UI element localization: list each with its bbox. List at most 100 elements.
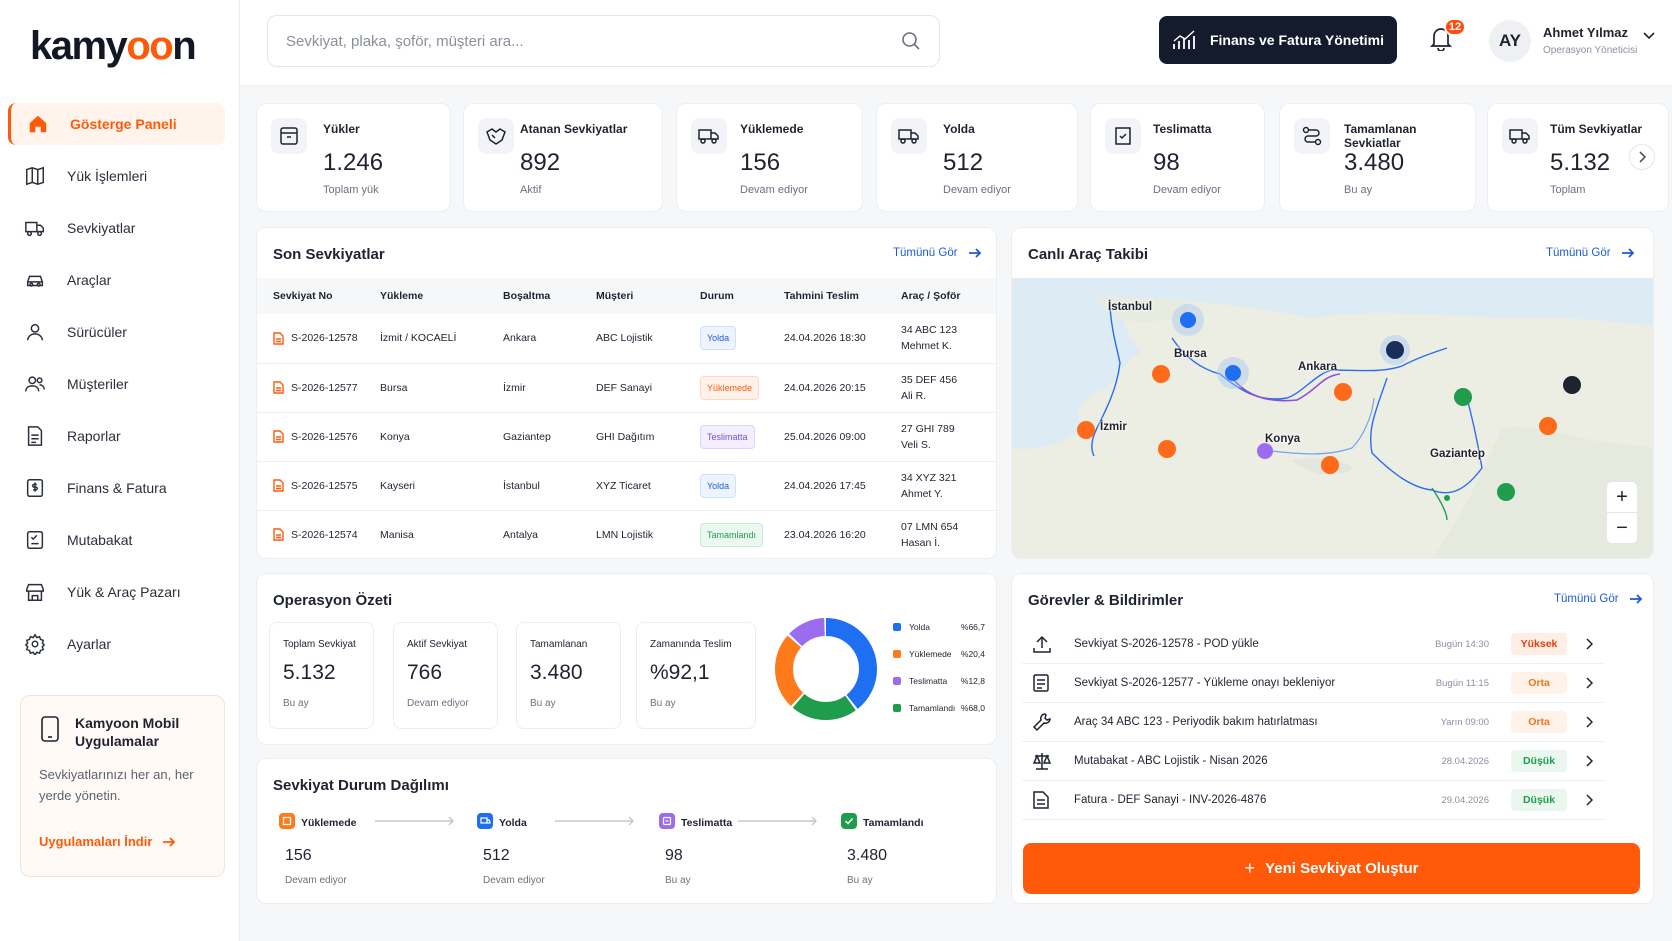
sidebar-item-reports[interactable]: Raporlar bbox=[8, 415, 225, 457]
driver-name: Ali R. bbox=[901, 389, 927, 402]
legend-item: Teslimatta %12,8 bbox=[893, 676, 985, 686]
eta-cell: 24.04.2026 17:45 bbox=[768, 461, 885, 511]
sidebar-item-drivers[interactable]: Sürücüler bbox=[8, 311, 225, 353]
tasks-title: Görevler & Bildirimler bbox=[1028, 592, 1184, 609]
stat-card-loads[interactable]: Yükler 1.246 Toplam yük bbox=[256, 103, 451, 212]
vehicle-plate: 07 LMN 654 bbox=[901, 520, 959, 533]
arrow-right-icon bbox=[968, 248, 981, 258]
sidebar-item-label: Finans & Fatura bbox=[67, 480, 167, 496]
chevron-right-icon bbox=[1639, 151, 1646, 163]
plus-icon: + bbox=[1244, 858, 1256, 878]
flow-arrow-icon bbox=[738, 816, 817, 826]
city-label: Konya bbox=[1265, 433, 1301, 445]
donut-segment-yolda bbox=[775, 618, 877, 720]
ops-card-active: Aktif Sevkiyat 766 Devam ediyor bbox=[393, 622, 498, 729]
shipment-no[interactable]: S-2026-12578 bbox=[291, 332, 358, 345]
table-row[interactable]: S-2026-12576 Konya Gaziantep GHI Dağıtım… bbox=[257, 412, 996, 462]
table-row[interactable]: S-2026-12575 Kayseri İstanbul XYZ Ticare… bbox=[257, 461, 996, 511]
recent-shipments-card: Son Sevkiyatlar Tümünü Gör Sevkiyat No Y… bbox=[256, 227, 997, 559]
home-icon bbox=[29, 115, 47, 133]
priority-badge: Düşük bbox=[1511, 789, 1567, 811]
search-box[interactable] bbox=[267, 15, 940, 67]
map-canvas[interactable] bbox=[1012, 278, 1654, 559]
view-all-tasks-link[interactable]: Tümünü Gör bbox=[1554, 593, 1643, 605]
sidebar-item-vehicles[interactable]: Araçlar bbox=[8, 259, 225, 301]
sidebar-item-finance[interactable]: Finans & Fatura bbox=[8, 467, 225, 509]
download-apps-link[interactable]: Uygulamaları İndir bbox=[39, 834, 176, 849]
status-badge: Teslimatta bbox=[700, 424, 755, 449]
unloading-cell: Gaziantep bbox=[487, 412, 580, 462]
view-all-shipments-link[interactable]: Tümünü Gör bbox=[893, 247, 982, 259]
sidebar-item-dashboard[interactable]: Gösterge Paneli bbox=[8, 103, 225, 145]
chevron-down-icon[interactable] bbox=[1643, 32, 1655, 40]
smartphone-icon bbox=[41, 716, 59, 742]
zoom-out-button[interactable]: − bbox=[1606, 512, 1638, 544]
user-name: Ahmet Yılmaz bbox=[1543, 25, 1629, 40]
zoom-in-button[interactable]: + bbox=[1606, 481, 1638, 513]
stat-card-on-road[interactable]: Yolda 512 Devam ediyor bbox=[876, 103, 1078, 212]
sidebar-item-reconciliation[interactable]: Mutabakat bbox=[8, 519, 225, 561]
reconcile-icon bbox=[26, 531, 44, 549]
sidebar-item-label: Gösterge Paneli bbox=[70, 116, 177, 132]
task-item[interactable]: Araç 34 ABC 123 - Periyodik bakım hatırl… bbox=[1022, 703, 1605, 742]
city-label: Gaziantep bbox=[1430, 448, 1485, 460]
stat-card-loading[interactable]: Yüklemede 156 Devam ediyor bbox=[676, 103, 863, 212]
sidebar-item-load-operations[interactable]: Yük İşlemleri bbox=[8, 155, 225, 197]
kamyoon-logo[interactable]: kamyoon bbox=[30, 24, 197, 68]
table-row[interactable]: S-2026-12574 Manisa Antalya LMN Lojistik… bbox=[257, 510, 996, 558]
city-label: İzmir bbox=[1100, 421, 1127, 433]
scroll-right-button[interactable] bbox=[1629, 144, 1655, 170]
legend-item: Tamamlandı %68,0 bbox=[893, 703, 985, 713]
stat-card-delivery[interactable]: Teslimatta 98 Devam ediyor bbox=[1090, 103, 1265, 212]
car-icon bbox=[26, 275, 44, 287]
sidebar-item-label: Sevkiyatlar bbox=[67, 220, 136, 236]
customer-cell: ABC Lojistik bbox=[580, 314, 684, 364]
unloading-cell: İstanbul bbox=[487, 461, 580, 511]
clipboard-icon bbox=[659, 813, 675, 829]
tracking-map[interactable]: İstanbul Bursa Ankara İzmir Konya Gazian… bbox=[1012, 278, 1654, 559]
avatar[interactable]: AY bbox=[1489, 20, 1531, 62]
customer-cell: DEF Sanayi bbox=[580, 363, 684, 413]
table-row[interactable]: S-2026-12577 Bursa İzmir DEF Sanayi Yükl… bbox=[257, 363, 996, 413]
package-check-icon bbox=[1105, 118, 1141, 154]
map-icon bbox=[26, 166, 44, 186]
new-shipment-button[interactable]: + Yeni Sevkiyat Oluştur bbox=[1023, 843, 1640, 894]
promo-text: Sevkiyatlarınızı her an, her yerde yönet… bbox=[39, 767, 194, 803]
shipment-no[interactable]: S-2026-12577 bbox=[291, 381, 358, 394]
sidebar-item-marketplace[interactable]: Yük & Araç Pazarı bbox=[8, 571, 225, 613]
view-all-map-link[interactable]: Tümünü Gör bbox=[1546, 247, 1635, 259]
user-icon bbox=[26, 323, 44, 341]
wrench-icon bbox=[1032, 713, 1051, 732]
sidebar-item-settings[interactable]: Ayarlar bbox=[8, 623, 225, 665]
gear-icon bbox=[24, 633, 46, 655]
sidebar-item-shipments[interactable]: Sevkiyatlar bbox=[8, 207, 225, 249]
task-item[interactable]: Sevkiyat S-2026-12577 - Yükleme onayı be… bbox=[1022, 664, 1605, 703]
stat-card-completed[interactable]: Tamamlanan Sevkiatlar 3.480 Bu ay bbox=[1279, 103, 1476, 212]
stat-card-assigned[interactable]: Atanan Sevkiyatlar 892 Aktif bbox=[463, 103, 663, 212]
finance-invoice-button[interactable]: Finans ve Fatura Yönetimi bbox=[1159, 16, 1397, 64]
status-distribution-card: Sevkiyat Durum Dağılımı Yüklemede 156 Deva… bbox=[256, 758, 997, 904]
shipment-no[interactable]: S-2026-12576 bbox=[291, 430, 358, 443]
column-header: Durum bbox=[684, 278, 768, 314]
shipment-no[interactable]: S-2026-12575 bbox=[291, 479, 358, 492]
chevron-right-icon bbox=[1586, 716, 1593, 728]
stat-card-all[interactable]: Tüm Sevkiyatlar 5.132 Toplam bbox=[1487, 103, 1669, 212]
priority-badge: Düşük bbox=[1511, 750, 1567, 772]
column-header: Müşteri bbox=[580, 278, 684, 314]
sidebar-item-customers[interactable]: Müşteriler bbox=[8, 363, 225, 405]
vehicle-plate: 35 DEF 456 bbox=[901, 373, 958, 386]
top-bar: Finans ve Fatura Yönetimi 12 AY Ahmet Yı… bbox=[240, 0, 1672, 86]
vehicle-plate: 34 ABC 123 bbox=[901, 324, 958, 337]
table-row[interactable]: S-2026-12578 İzmit / KOCAELİ Ankara ABC … bbox=[257, 314, 996, 364]
status-badge: Yüklemede bbox=[700, 375, 760, 400]
eta-cell: 25.04.2026 09:00 bbox=[768, 412, 885, 462]
search-icon[interactable] bbox=[901, 31, 921, 51]
task-item[interactable]: Sevkiyat S-2026-12578 - POD yükle Bugün 1… bbox=[1022, 625, 1605, 664]
city-label: Ankara bbox=[1298, 361, 1337, 373]
user-role: Operasyon Yöneticisi bbox=[1543, 45, 1638, 56]
task-item[interactable]: Fatura - DEF Sanayi - INV-2026-4876 29.04… bbox=[1022, 781, 1605, 820]
search-input[interactable] bbox=[286, 32, 901, 50]
shipment-no[interactable]: S-2026-12574 bbox=[291, 528, 358, 541]
checklist-icon bbox=[1033, 674, 1049, 692]
task-item[interactable]: Mutabakat - ABC Lojistik - Nisan 2026 28.… bbox=[1022, 742, 1605, 781]
